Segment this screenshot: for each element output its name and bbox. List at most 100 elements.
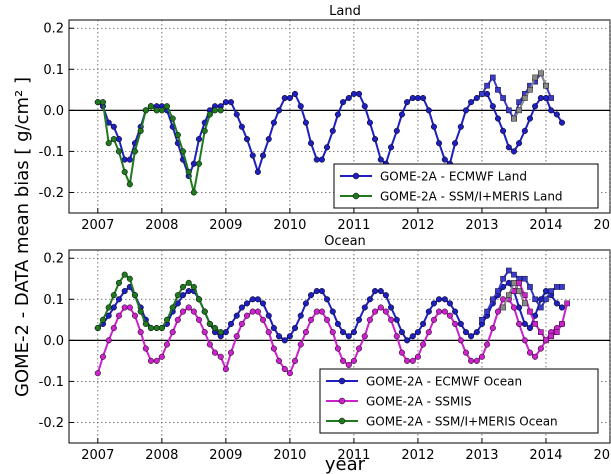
ocean-series-0-point xyxy=(270,324,277,332)
land-x-tick-label: 2015 xyxy=(593,218,611,233)
ocean-series-3-point xyxy=(490,296,496,303)
ocean-series-2-point xyxy=(211,324,219,332)
ocean-series-4-point xyxy=(543,337,549,344)
ocean-series-4-point xyxy=(559,321,565,327)
ocean-series-2-point xyxy=(115,279,122,286)
ocean-series-1-point xyxy=(217,353,224,360)
ocean-series-1-point xyxy=(355,345,363,352)
land-series-1-point xyxy=(185,168,192,175)
ocean-series-0-point xyxy=(526,324,534,332)
ocean-series-1-point xyxy=(286,370,293,377)
ocean-series-2-point xyxy=(126,275,133,282)
ocean-series-0-point xyxy=(446,300,453,307)
ocean-series-0-point xyxy=(558,304,566,311)
ocean-series-1-point xyxy=(329,329,336,336)
ocean-series-3-point xyxy=(500,275,506,282)
ocean-series-0-point xyxy=(468,333,475,340)
ocean-series-2-point xyxy=(110,292,117,299)
ocean-series-0-point xyxy=(377,288,384,295)
land-x-tick-label: 2013 xyxy=(465,218,498,233)
land-series-1-point xyxy=(121,168,128,175)
ocean-series-4-point xyxy=(538,329,544,335)
land-series-1-point xyxy=(174,131,181,139)
land-series-0-point xyxy=(414,94,421,102)
ocean-series-1-point xyxy=(526,349,534,356)
land-series-0-point xyxy=(366,119,373,126)
ocean-series-4-point xyxy=(527,308,533,315)
ocean-series-4-point xyxy=(532,321,538,327)
ocean-series-0-point xyxy=(430,300,437,307)
land-series-0-point xyxy=(473,94,480,102)
ocean-series-1-point xyxy=(105,337,112,344)
ocean-series-2-point xyxy=(169,304,176,311)
land-series-0-point xyxy=(275,107,283,114)
land-series-3-point xyxy=(522,95,528,101)
ocean-series-3-point xyxy=(506,267,512,274)
ocean-series-1 xyxy=(94,296,566,377)
ocean-series-2-point xyxy=(131,292,138,299)
ocean-series-1-point xyxy=(238,320,245,327)
ocean-series-2-point xyxy=(185,279,192,286)
ocean-series-1-point xyxy=(425,329,432,336)
ocean-series-1-point xyxy=(537,345,544,352)
land-series-2-point xyxy=(548,95,554,101)
ocean-series-4-point xyxy=(564,300,570,307)
land-y-tick-label: -0.2 xyxy=(39,186,64,201)
land-series-0-point xyxy=(462,107,469,114)
ocean-series-5-point xyxy=(506,292,512,298)
ocean-series-0-point xyxy=(302,300,309,307)
land-series-0-point xyxy=(323,144,331,151)
ocean-series-0-point xyxy=(441,296,448,303)
ocean-series-0-point xyxy=(329,308,336,315)
land-series-0-point xyxy=(387,144,395,151)
ocean-series-0-point xyxy=(286,333,293,340)
ocean-series-1-point xyxy=(532,353,539,360)
ocean-series-2-point xyxy=(94,324,101,332)
ocean-series-0-point xyxy=(115,296,122,303)
land-series-3-point xyxy=(538,70,544,77)
ocean-series-3-point xyxy=(511,271,517,278)
ocean-series-0-point xyxy=(387,304,395,311)
land-x-tick-label: 2007 xyxy=(81,218,114,233)
ocean-series-3-point xyxy=(484,308,490,315)
ocean-series-1-point xyxy=(222,366,229,373)
land-series-0-point xyxy=(254,168,261,175)
ocean-series-4-point xyxy=(548,333,554,340)
land-series-0-point xyxy=(190,160,197,167)
ocean-series-0-point xyxy=(542,288,550,295)
ocean-series-0-point xyxy=(318,288,325,295)
ocean-series-1-point xyxy=(457,337,464,344)
land-series-0-point xyxy=(521,127,528,134)
ocean-series-1-point xyxy=(409,357,416,364)
ocean-series-1-point xyxy=(137,329,144,336)
ocean-series-3-point xyxy=(554,284,560,290)
land-legend-swatch-marker xyxy=(352,192,360,200)
ocean-series-2-point xyxy=(99,316,106,323)
ocean-series-0-point xyxy=(233,312,240,319)
land-x-tick-label: 2010 xyxy=(273,218,306,233)
ocean-series-0-point xyxy=(425,308,432,315)
ocean-series-3-point xyxy=(479,317,485,323)
ocean-series-1-point xyxy=(516,320,523,327)
ocean-series-2-point xyxy=(142,320,149,327)
ocean-series-1-point xyxy=(521,337,528,344)
ocean-y-tick-label: 0.1 xyxy=(43,293,64,308)
land-legend-swatch-marker xyxy=(352,172,360,180)
land-x-tick-label: 2008 xyxy=(145,218,178,233)
land-series-2-point xyxy=(484,82,490,89)
ocean-series-0-point xyxy=(457,320,464,327)
ocean-series-0-point xyxy=(179,292,187,299)
ocean-series-0-point xyxy=(505,279,512,286)
ocean-series-1-point xyxy=(169,329,176,336)
land-series-0-point xyxy=(393,127,400,134)
ocean-series-1-point xyxy=(174,316,181,323)
ocean-series-5 xyxy=(500,280,528,311)
ocean-series-1-point xyxy=(211,349,219,356)
ocean-series-0-point xyxy=(297,312,304,319)
ocean-series-4 xyxy=(511,280,570,344)
ocean-series-0-point xyxy=(537,296,544,303)
land-series-3-point xyxy=(532,74,538,81)
ocean-series-1-point xyxy=(206,341,213,348)
ocean-series-3-line xyxy=(481,269,562,321)
land-series-0-point xyxy=(259,152,267,159)
